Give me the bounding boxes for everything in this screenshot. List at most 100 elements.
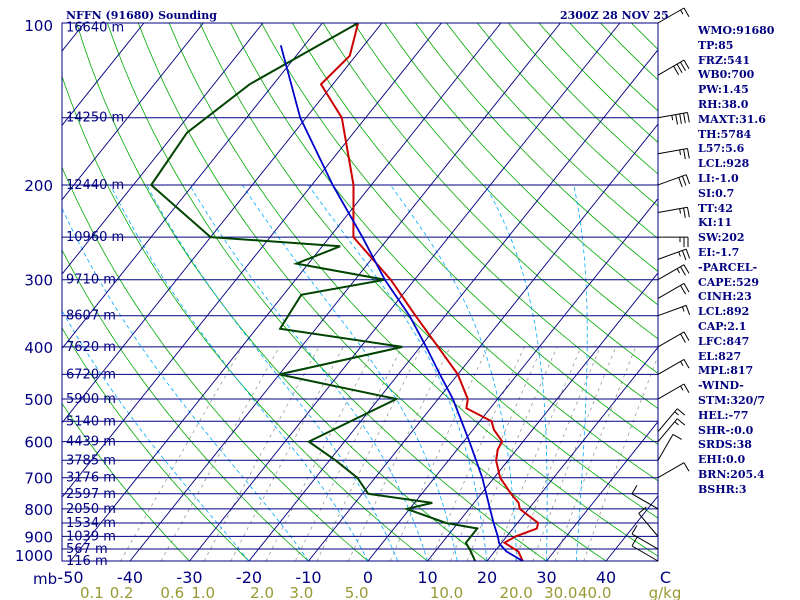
index-entry: BRN:205.4 (698, 467, 765, 481)
wind-barb-flag (683, 149, 686, 160)
mixing-ratio-label: 0.6 (160, 584, 184, 600)
index-entry: KI:11 (698, 216, 733, 230)
height-label: 2597 m (66, 487, 116, 502)
wind-barb (657, 248, 691, 261)
wind-barb-flag (673, 65, 680, 76)
wind-barb (657, 206, 690, 218)
wind-barb-shaft (657, 174, 687, 186)
mixing-ratio-line (466, 346, 558, 561)
wind-barb-flag (687, 207, 690, 218)
height-label: 5900 m (66, 392, 116, 407)
mixing-ratio-label: 5.0 (345, 584, 369, 600)
wind-barb-shaft (657, 59, 685, 76)
wind-barb-half-flag (679, 208, 681, 214)
index-entry: HEL:-77 (698, 408, 749, 422)
moist-adiabat (242, 184, 458, 561)
isotherm (308, 123, 658, 561)
height-label: 4439 m (66, 435, 116, 450)
temperature-trace (319, 23, 540, 561)
wind-barb-flag (685, 248, 691, 259)
wind-barb-flag (680, 333, 686, 343)
temperature-tick-label: -20 (236, 568, 262, 587)
wind-barb-shaft (657, 248, 687, 260)
height-label: 1534 m (66, 516, 116, 531)
wind-barb (657, 264, 690, 281)
index-entry: MAXT:31.6 (698, 112, 766, 126)
pressure-tick-label: 600 (24, 434, 53, 452)
temperature-tick-label: 10 (417, 568, 437, 587)
pressure-tick-label: 500 (24, 391, 53, 409)
temperature-tick-label: -50 (57, 568, 83, 587)
height-label: 7620 m (66, 340, 116, 355)
wind-barb-flag (683, 7, 690, 17)
wind-barb-shaft (631, 533, 659, 550)
temperature-tick-label: -30 (176, 568, 202, 587)
wind-barb-flag (681, 250, 687, 261)
chart-traces (149, 23, 540, 561)
wind-barb (657, 7, 690, 24)
height-label: 567 m (66, 542, 108, 557)
pressure-tick-label: 800 (24, 501, 53, 519)
index-entry: BSHR:3 (698, 482, 747, 496)
wind-barb-shaft (657, 148, 688, 155)
wind-barb-half-flag (674, 421, 679, 426)
wind-barb-half-flag (676, 268, 681, 274)
index-entry: LFC:847 (698, 334, 750, 348)
index-entry: L57:5.6 (698, 142, 745, 156)
wind-barb-half-flag (679, 149, 681, 155)
index-entry: EI:-1.7 (698, 245, 740, 259)
wind-barb (657, 236, 689, 248)
wind-barb-half-flag (680, 361, 684, 367)
isotherm (62, 23, 442, 498)
mixing-ratio-label: 30.0 (544, 584, 577, 600)
wind-barb-shaft (657, 383, 685, 400)
temperature-tick-label: C (660, 568, 671, 587)
height-label: 6720 m (66, 367, 116, 382)
index-entry: PW:1.45 (698, 83, 749, 97)
wind-barb (657, 148, 690, 160)
isotherm (248, 49, 658, 561)
wind-barb-flag (676, 418, 686, 426)
wind-barb-flag (683, 359, 690, 369)
height-label: 3176 m (66, 471, 116, 486)
chart-grid (62, 23, 658, 561)
pressure-tick-label: 100 (24, 17, 53, 35)
index-entry: TP:85 (698, 38, 734, 52)
isotherm (62, 23, 323, 350)
sounding-time: 2300Z 28 NOV 25 (560, 9, 669, 22)
isotherm (189, 23, 621, 561)
mixing-ratio-line (348, 346, 451, 561)
moist-adiabat (189, 184, 428, 561)
dry-adiabat (168, 23, 658, 557)
pressure-tick-label: 700 (24, 470, 53, 488)
wind-barb-flag (685, 305, 691, 315)
index-entry: WB0:700 (698, 68, 755, 82)
temperature-tick-label: 0 (363, 568, 373, 587)
mixing-ratio-label: 20.0 (499, 584, 532, 600)
mixing-ratio-unit-label: g/kg (649, 584, 682, 600)
index-entry: SRDS:38 (698, 438, 752, 452)
pressure-tick-label: 300 (24, 272, 53, 290)
wind-barb-flag (683, 207, 686, 218)
wind-barb-flag (676, 63, 683, 74)
wind-barb-shaft (631, 545, 659, 562)
wind-barb-flag (681, 175, 687, 186)
wind-barb-flag (631, 484, 638, 495)
height-label: 9710 m (66, 273, 116, 288)
index-entry: -PARCEL- (698, 260, 758, 274)
index-entry: EL:827 (698, 349, 742, 363)
wind-barb-half-flag (671, 115, 674, 121)
wind-barb-flag (683, 264, 690, 274)
wind-barb (657, 331, 690, 348)
wind-barb (657, 282, 690, 299)
wind-barb-shaft (657, 434, 674, 461)
wind-barb (657, 418, 686, 442)
wind-barb (657, 59, 690, 76)
moist-adiabat (146, 184, 399, 561)
wind-barb-flag (631, 537, 638, 547)
wind-barb-shaft (638, 513, 659, 537)
temperature-tick-label: -10 (295, 568, 321, 587)
wind-barb-shaft (657, 206, 688, 213)
wind-barb-shaft (657, 418, 678, 442)
